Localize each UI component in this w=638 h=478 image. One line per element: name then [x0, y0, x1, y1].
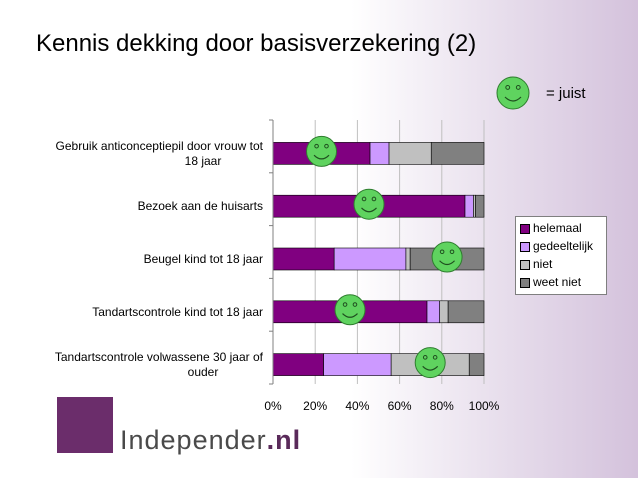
legend-label: helemaal — [533, 221, 582, 235]
x-tick-label: 20% — [303, 399, 327, 413]
value-axis: 0% 20% 40% 60% 80% 100% — [264, 119, 500, 413]
smiley-icon — [334, 294, 366, 326]
bar-segment — [430, 142, 485, 165]
smiley-icon — [306, 135, 338, 167]
smiley-icon — [353, 188, 385, 220]
juist-legend-label: = juist — [546, 85, 586, 102]
bar-segment — [272, 247, 335, 271]
legend-label: weet niet — [533, 275, 582, 289]
bar-segment — [426, 300, 440, 324]
x-tick-label: 80% — [430, 399, 454, 413]
bar-segment — [272, 353, 324, 376]
category-label: Tandartscontrole volwassene 30 jaar of ou… — [55, 350, 264, 379]
legend-swatch — [520, 278, 530, 288]
slide-title: Kennis dekking door basisverzekering (2) — [36, 30, 477, 57]
bar-segment — [464, 194, 474, 218]
x-tick-label: 0% — [264, 399, 282, 413]
category-label: Tandartscontrole kind tot 18 jaar — [92, 305, 263, 319]
x-tick-label: 60% — [388, 399, 412, 413]
bar-segment — [405, 247, 411, 271]
independer-logo-square — [57, 397, 113, 453]
bar-segment — [369, 142, 390, 165]
legend-label: gedeeltelijk — [533, 239, 594, 253]
smiley-icon — [414, 347, 446, 379]
legend-swatch — [520, 242, 530, 252]
bar-segment — [447, 300, 485, 324]
category-label: Bezoek aan de huisarts — [138, 199, 263, 213]
legend-label: niet — [533, 257, 553, 271]
legend-swatch — [520, 260, 530, 270]
bar-segment — [475, 194, 485, 218]
bar-segment — [388, 142, 432, 165]
smiley-icon — [431, 241, 463, 273]
bar-segment — [439, 300, 449, 324]
category-label: Beugel kind tot 18 jaar — [144, 252, 263, 266]
category-labels: Gebruik anticonceptiepil door vrouw tot 1… — [55, 139, 264, 379]
bar-segment — [323, 353, 392, 376]
chart-legend: helemaal gedeeltelijk niet weet niet — [515, 216, 607, 295]
category-label: Gebruik anticonceptiepil door vrouw tot 1… — [56, 139, 264, 168]
bar-segment — [473, 194, 476, 218]
independer-logo: Independer.nl — [120, 425, 301, 456]
juist-smiley-icon — [496, 76, 530, 110]
logo-suffix: .nl — [266, 425, 302, 455]
juist-legend — [496, 76, 530, 110]
legend-swatch — [520, 224, 530, 234]
logo-text: Independer — [120, 425, 267, 455]
x-tick-label: 40% — [345, 399, 369, 413]
bar-segment — [468, 353, 485, 376]
x-tick-label: 100% — [469, 399, 500, 413]
correct-answer-markers — [306, 135, 463, 379]
bar-segment — [333, 247, 407, 271]
